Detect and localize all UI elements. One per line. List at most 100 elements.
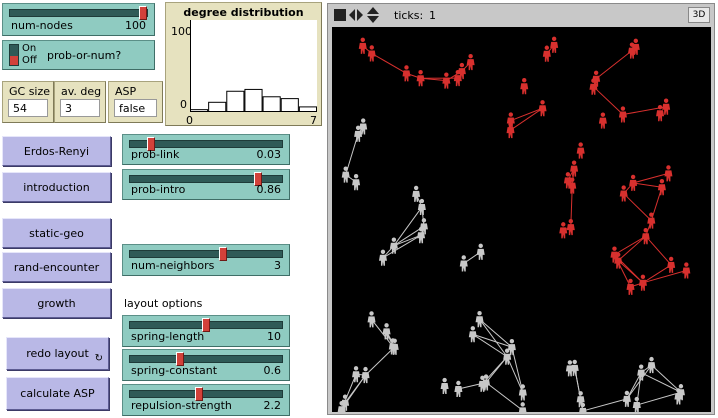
num-nodes-slider[interactable]: num-nodes 100 bbox=[2, 3, 155, 36]
person-node-icon bbox=[629, 174, 638, 191]
repulsion-strength-knob[interactable] bbox=[195, 387, 203, 401]
person-node-icon bbox=[641, 228, 650, 245]
person-node-icon bbox=[378, 249, 387, 266]
person-node-icon bbox=[359, 118, 368, 135]
person-node-icon bbox=[627, 42, 636, 59]
rand-encounter-button[interactable]: rand-encounter bbox=[2, 252, 111, 282]
person-node-icon bbox=[457, 62, 466, 80]
network-link bbox=[345, 133, 359, 175]
av-deg-value: 3 bbox=[60, 99, 100, 117]
person-node-icon bbox=[361, 366, 370, 384]
prob-link-slider[interactable]: prob-link 0.03 bbox=[122, 134, 290, 165]
switch-knob[interactable] bbox=[10, 56, 18, 65]
introduction-button[interactable]: introduction bbox=[2, 172, 111, 202]
spring-constant-label: spring-constant bbox=[131, 364, 218, 377]
person-node-icon bbox=[388, 338, 397, 355]
num-neighbors-label: num-neighbors bbox=[131, 259, 215, 272]
person-node-icon bbox=[550, 36, 559, 53]
person-node-icon bbox=[440, 377, 449, 395]
ticks-label: ticks: bbox=[394, 9, 424, 22]
person-node-icon bbox=[618, 106, 627, 123]
person-node-icon bbox=[352, 366, 361, 383]
person-node-icon bbox=[367, 311, 376, 328]
person-node-icon bbox=[412, 185, 421, 202]
asp-label: ASP bbox=[115, 85, 137, 98]
person-node-icon bbox=[637, 364, 646, 381]
num-neighbors-track[interactable] bbox=[129, 247, 283, 261]
left-right-arrows-icon[interactable] bbox=[349, 9, 363, 21]
person-node-icon bbox=[626, 278, 635, 295]
network-link bbox=[595, 50, 633, 80]
network-canvas bbox=[332, 27, 711, 412]
person-node-icon bbox=[503, 348, 512, 365]
network-link bbox=[506, 356, 524, 393]
asp-value: false bbox=[114, 99, 157, 117]
network-link bbox=[593, 86, 624, 115]
switch-toggle[interactable] bbox=[9, 44, 19, 66]
spring-length-knob[interactable] bbox=[202, 318, 210, 332]
network-link bbox=[632, 172, 669, 184]
calculate-asp-button[interactable]: calculate ASP bbox=[6, 377, 109, 410]
network-link bbox=[510, 107, 543, 131]
prob-intro-slider[interactable]: prob-intro 0.86 bbox=[122, 169, 290, 200]
prob-link-track[interactable] bbox=[129, 137, 283, 151]
repulsion-strength-track[interactable] bbox=[129, 387, 283, 401]
redo-layout-button[interactable]: redo layout ↻ bbox=[6, 337, 109, 370]
network-link bbox=[640, 372, 682, 393]
static-geo-button[interactable]: static-geo bbox=[2, 218, 111, 248]
view-3d-button[interactable]: 3D bbox=[688, 7, 710, 23]
person-node-icon bbox=[622, 390, 631, 407]
person-node-icon bbox=[674, 388, 683, 405]
num-nodes-knob[interactable] bbox=[139, 6, 147, 20]
histogram-bar bbox=[190, 109, 209, 112]
prob-intro-knob[interactable] bbox=[254, 172, 262, 186]
erdos-renyi-button[interactable]: Erdos-Renyi bbox=[2, 136, 111, 166]
spring-length-track[interactable] bbox=[129, 318, 283, 332]
prob-or-num-switch[interactable]: On Off prob-or-num? bbox=[2, 40, 155, 70]
person-node-icon bbox=[568, 177, 577, 194]
histogram-bar bbox=[298, 106, 317, 112]
network-link bbox=[617, 235, 647, 262]
forever-arrows-icon: ↻ bbox=[94, 353, 103, 364]
person-node-icon bbox=[614, 252, 623, 269]
network-link bbox=[365, 346, 396, 376]
person-node-icon bbox=[570, 160, 579, 177]
growth-button[interactable]: growth bbox=[2, 288, 111, 318]
num-nodes-track[interactable] bbox=[9, 6, 148, 20]
prob-intro-track[interactable] bbox=[129, 172, 283, 186]
person-node-icon bbox=[619, 185, 628, 202]
person-node-icon bbox=[358, 37, 367, 54]
person-node-icon bbox=[565, 360, 574, 377]
av-deg-label: av. deg bbox=[61, 85, 102, 98]
num-neighbors-slider[interactable]: num-neighbors 3 bbox=[122, 244, 290, 276]
person-node-icon bbox=[416, 70, 425, 87]
repulsion-strength-label: repulsion-strength bbox=[131, 399, 232, 412]
num-neighbors-knob[interactable] bbox=[219, 247, 227, 261]
repulsion-strength-slider[interactable]: repulsion-strength 2.2 bbox=[122, 384, 290, 416]
spring-constant-knob[interactable] bbox=[176, 352, 184, 366]
person-node-icon bbox=[566, 218, 575, 236]
person-node-icon bbox=[576, 142, 585, 159]
person-node-icon bbox=[354, 125, 363, 142]
gc-size-label: GC size bbox=[9, 85, 51, 98]
person-node-icon bbox=[632, 396, 641, 412]
histogram-bar bbox=[208, 101, 227, 112]
view-resize-icon[interactable] bbox=[334, 9, 346, 21]
spring-constant-track[interactable] bbox=[129, 352, 283, 366]
network-link bbox=[393, 234, 422, 247]
gc-size-value: 54 bbox=[8, 99, 48, 117]
prob-link-knob[interactable] bbox=[147, 137, 155, 151]
spring-length-value: 10 bbox=[267, 330, 281, 343]
person-node-icon bbox=[337, 401, 346, 412]
person-node-icon bbox=[402, 65, 411, 82]
network-link bbox=[371, 53, 407, 74]
network-link bbox=[479, 318, 508, 358]
spring-constant-slider[interactable]: spring-constant 0.6 bbox=[122, 349, 290, 381]
spring-length-slider[interactable]: spring-length 10 bbox=[122, 315, 290, 347]
histogram-bar bbox=[262, 96, 281, 112]
person-node-icon bbox=[542, 45, 551, 62]
plot-area bbox=[190, 20, 317, 112]
prob-link-label: prob-link bbox=[131, 148, 180, 161]
network-link bbox=[617, 260, 644, 284]
up-down-arrows-icon[interactable] bbox=[367, 7, 379, 23]
